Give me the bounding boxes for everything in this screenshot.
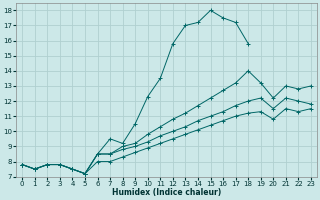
- X-axis label: Humidex (Indice chaleur): Humidex (Indice chaleur): [112, 188, 221, 197]
